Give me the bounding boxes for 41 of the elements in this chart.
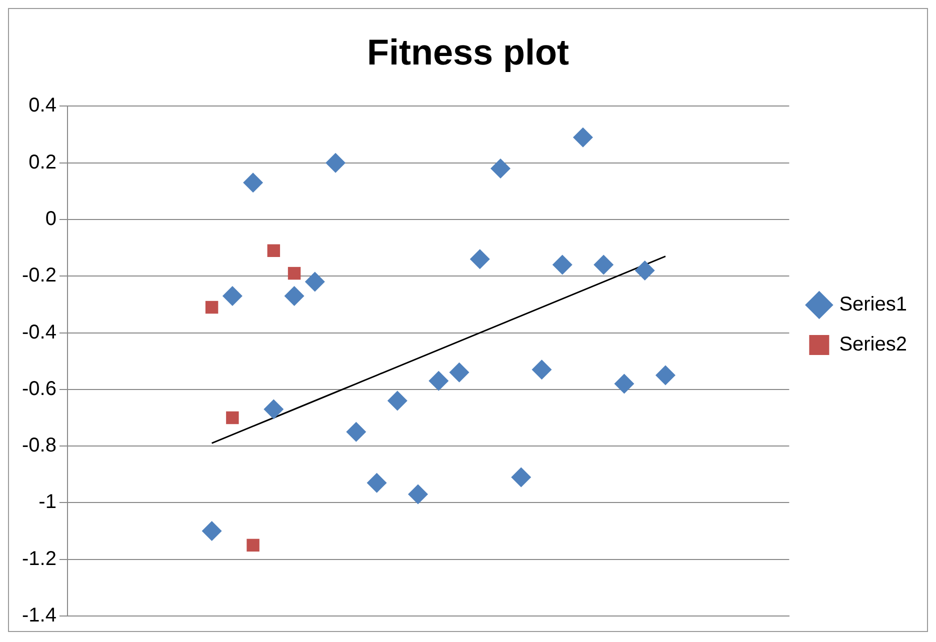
point xyxy=(284,286,304,306)
point xyxy=(614,374,634,394)
y-tick-label: 0 xyxy=(45,208,56,230)
y-tick-label: -0.8 xyxy=(22,434,56,457)
y-tick-label: -0.2 xyxy=(22,264,56,287)
point xyxy=(202,521,222,542)
point xyxy=(346,422,366,442)
point xyxy=(288,266,301,280)
point xyxy=(572,127,593,148)
point xyxy=(655,365,676,386)
point xyxy=(470,249,490,270)
point xyxy=(226,411,239,424)
y-tick-label: -1.2 xyxy=(22,548,56,570)
y-tick-label: -0.4 xyxy=(22,321,56,344)
point xyxy=(532,360,552,380)
point xyxy=(634,260,655,280)
point xyxy=(366,472,387,493)
y-tick-label: 0.4 xyxy=(28,94,56,117)
chart-title: Fitness plot xyxy=(366,32,570,73)
point xyxy=(552,254,572,275)
point xyxy=(594,254,614,275)
y-tick-label: -1 xyxy=(38,491,56,514)
point xyxy=(326,152,346,173)
point xyxy=(205,300,218,314)
point xyxy=(428,370,449,391)
y-tick-label: 0.2 xyxy=(28,151,56,174)
y-tick-label: -0.6 xyxy=(22,378,56,400)
point xyxy=(304,272,325,292)
point xyxy=(243,172,264,193)
point xyxy=(222,286,242,306)
point xyxy=(511,467,532,488)
point xyxy=(408,484,428,504)
point xyxy=(264,399,284,420)
point xyxy=(267,244,280,258)
point xyxy=(246,538,260,552)
y-tick-label: -1.4 xyxy=(22,604,56,627)
point xyxy=(387,390,408,411)
point xyxy=(449,362,470,382)
point xyxy=(490,158,510,179)
legend-label: Series2 xyxy=(839,334,907,356)
legend-label: Series1 xyxy=(839,294,907,316)
